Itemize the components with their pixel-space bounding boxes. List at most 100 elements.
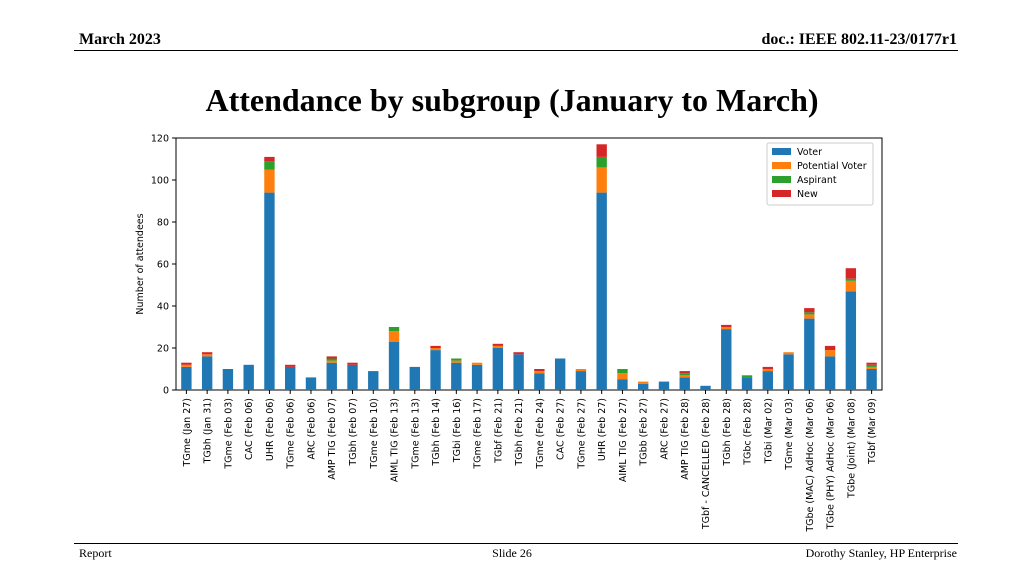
bar-segment [409, 366, 420, 390]
bar-segment [492, 348, 504, 390]
bar-segment [617, 369, 628, 374]
x-tick-label: TGme (Feb 17) [473, 398, 484, 470]
bar-segment [513, 354, 524, 390]
bar-segment [596, 192, 607, 390]
bar-segment [326, 356, 337, 359]
x-tick-label: TGbe (MAC) AdHoc (Mar 06) [805, 398, 816, 533]
bar-segment [804, 318, 815, 390]
bar-segment [762, 371, 773, 390]
x-tick-label: TGbh (Feb 28) [722, 398, 733, 467]
y-tick-label: 60 [157, 260, 169, 271]
y-tick-label: 120 [151, 134, 169, 145]
bar-segment [201, 356, 213, 390]
x-tick-label: AMP TIG (Feb 07) [327, 398, 338, 480]
legend-label: Aspirant [797, 175, 837, 186]
bar-segment [181, 366, 192, 390]
y-tick-label: 20 [157, 344, 169, 355]
x-tick-label: CAC (Feb 06) [244, 398, 255, 460]
x-tick-label: TGme (Feb 27) [576, 398, 587, 470]
x-tick-label: TGme (Feb 24) [535, 398, 546, 470]
bar-segment [388, 341, 400, 390]
x-tick-label: TGme (Mar 03) [784, 398, 795, 471]
bar-segment [243, 364, 254, 390]
bar-segment [638, 381, 649, 384]
y-tick-label: 0 [163, 386, 169, 397]
bar-segment [181, 364, 192, 367]
bar-segment [201, 352, 213, 355]
bar-segment [368, 371, 379, 390]
slide-number: Slide 26 [492, 546, 532, 560]
bar-segment [534, 369, 545, 372]
x-tick-label: TGme (Feb 03) [223, 398, 234, 470]
bar-segment [575, 371, 587, 390]
bar-segment [596, 156, 607, 168]
bar-segment [347, 362, 358, 365]
header-date: March 2023 [79, 31, 161, 48]
bar-segment [741, 377, 753, 390]
y-tick-label: 80 [157, 218, 169, 229]
x-tick-label: TGbh (Jan 31) [203, 398, 214, 464]
bar-segment [783, 352, 794, 355]
footer-divider [74, 543, 958, 544]
bar-segment [824, 345, 836, 351]
bar-segment [201, 354, 213, 357]
bar-segment [845, 268, 857, 279]
bar-segment [388, 331, 400, 342]
x-tick-label: UHR (Feb 06) [265, 398, 276, 461]
bar-segment [866, 366, 877, 369]
x-tick-label: TGme (Jan 27) [182, 398, 193, 467]
x-tick-label: ARC (Feb 27) [659, 398, 670, 460]
bar-segment [181, 362, 192, 365]
bar-segment [824, 350, 836, 357]
bar-segment [721, 327, 732, 330]
bar-segment [700, 385, 711, 390]
legend-swatch [772, 162, 791, 169]
x-tick-label: TGme (Feb 10) [369, 398, 380, 470]
x-tick-label: TGbf - CANCELLED (Feb 28) [701, 398, 712, 530]
bar-segment [866, 369, 877, 390]
bar-segment [451, 360, 462, 363]
x-tick-label: TGbf (Mar 09) [867, 398, 878, 465]
footer-author: Dorothy Stanley, HP Enterprise [805, 546, 957, 560]
x-tick-label: TGbf (Feb 21) [493, 398, 504, 464]
bar-segment [264, 192, 275, 390]
bar-segment [762, 366, 773, 369]
bar-segment [326, 360, 337, 363]
bar-segment [866, 362, 877, 365]
bar-segment [866, 364, 877, 367]
bar-segment [285, 364, 296, 367]
bar-segment [264, 169, 275, 193]
bar-segment [285, 366, 296, 390]
legend-swatch [772, 190, 791, 197]
bar-segment [845, 291, 857, 390]
y-tick-label: 40 [157, 302, 169, 313]
bar-segment [264, 161, 275, 170]
bar-segment [326, 362, 337, 390]
bar-segment [658, 381, 670, 390]
bar-segment [492, 343, 504, 346]
bar-segment [638, 383, 649, 390]
bar-segment [596, 167, 607, 193]
header-divider [74, 50, 958, 51]
x-tick-label: TGbe (Joint) (Mar 08) [846, 398, 857, 499]
bar-segment [824, 356, 836, 390]
x-tick-label: ARC (Feb 06) [306, 398, 317, 460]
legend-label: Voter [797, 147, 822, 158]
bar-segment [679, 377, 690, 390]
x-tick-label: TGbi (Mar 02) [763, 398, 774, 464]
bar-segment [721, 329, 732, 390]
attendance-bar-chart: 0 20 40 60 80 100 120 Number of attendees TGme (… [135, 134, 883, 533]
bar-segment [264, 156, 275, 162]
bar-segment [596, 144, 607, 157]
bar-segment [554, 358, 566, 390]
x-tick-label: AIML TIG (Feb 27) [618, 398, 629, 482]
legend-box [766, 142, 874, 206]
bar-segment [347, 364, 358, 390]
bar-segment [679, 373, 690, 376]
bar-segment [783, 354, 794, 390]
bar-segment [451, 362, 462, 390]
x-tick-label: TGbc (Feb 28) [743, 398, 754, 466]
y-axis-label: Number of attendees [135, 213, 146, 314]
bar-segment [721, 324, 732, 327]
bar-segment [534, 373, 545, 390]
